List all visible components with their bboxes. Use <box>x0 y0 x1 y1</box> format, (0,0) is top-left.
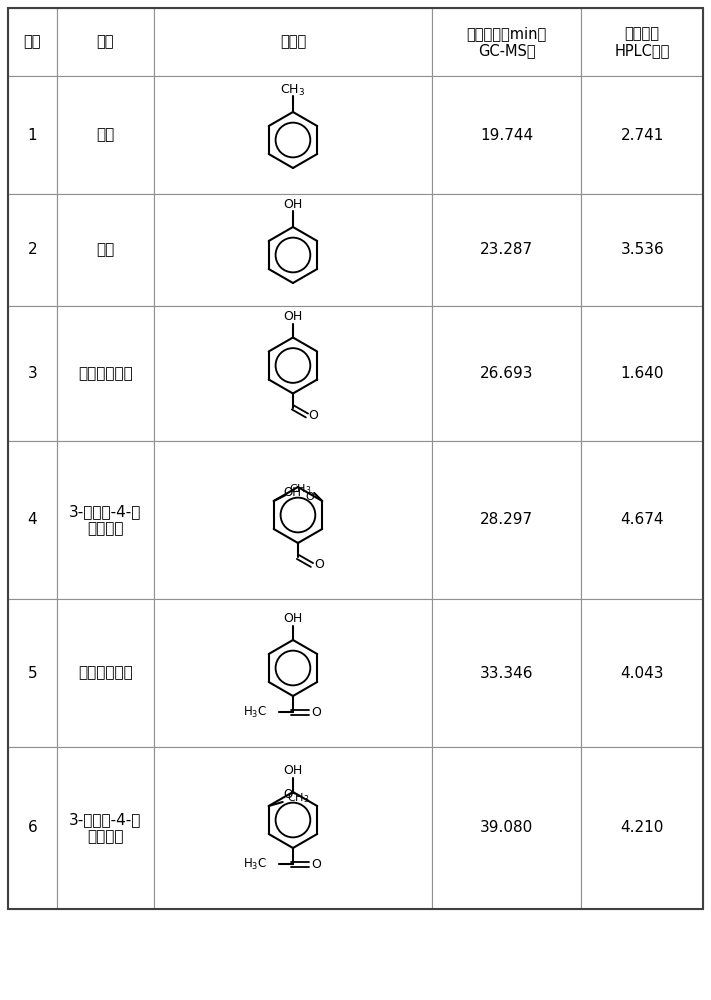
Text: CH$_3$: CH$_3$ <box>289 482 311 496</box>
Text: 4.043: 4.043 <box>621 666 664 680</box>
Bar <box>582 194 703 306</box>
Bar <box>582 747 703 909</box>
Text: 对羟基苯甲醛: 对羟基苯甲醛 <box>78 366 133 381</box>
Text: 1: 1 <box>28 127 37 142</box>
Text: O: O <box>311 706 321 718</box>
Text: 1.640: 1.640 <box>621 366 664 381</box>
Bar <box>57 747 154 909</box>
Bar <box>154 76 432 194</box>
Text: 4.674: 4.674 <box>621 512 664 528</box>
Text: 19.744: 19.744 <box>480 127 533 142</box>
Text: 4.210: 4.210 <box>621 820 664 836</box>
Text: 3-甲氧基-4-羟
基苯乙酮: 3-甲氧基-4-羟 基苯乙酮 <box>69 812 141 844</box>
Bar <box>432 441 582 599</box>
Bar <box>8 8 57 76</box>
Bar <box>57 194 154 306</box>
Text: H$_3$C: H$_3$C <box>243 856 267 872</box>
Bar <box>8 441 57 599</box>
Text: 2.741: 2.741 <box>621 127 664 142</box>
Text: OH: OH <box>283 198 303 212</box>
Bar <box>582 441 703 599</box>
Text: 39.080: 39.080 <box>480 820 533 836</box>
Bar <box>432 747 582 909</box>
Bar <box>154 8 432 76</box>
Text: OH: OH <box>283 764 303 778</box>
Text: 6: 6 <box>28 820 37 836</box>
Text: 结构式: 结构式 <box>280 34 306 49</box>
Text: O: O <box>306 492 314 502</box>
Text: O: O <box>311 857 321 870</box>
Bar <box>582 306 703 441</box>
Text: CH$_3$: CH$_3$ <box>280 82 306 98</box>
Text: 3.536: 3.536 <box>620 242 664 257</box>
Text: CH$_3$: CH$_3$ <box>287 791 310 805</box>
Text: OH: OH <box>283 310 303 323</box>
Bar <box>432 8 582 76</box>
Text: 5: 5 <box>28 666 37 680</box>
Bar <box>154 194 432 306</box>
Bar <box>582 8 703 76</box>
Bar <box>154 599 432 747</box>
Text: O: O <box>308 409 318 422</box>
Bar <box>57 8 154 76</box>
Bar <box>8 194 57 306</box>
Bar <box>57 306 154 441</box>
Bar <box>8 599 57 747</box>
Text: OH: OH <box>284 486 301 498</box>
Bar <box>154 306 432 441</box>
Text: 收率（以
HPLC算）: 收率（以 HPLC算） <box>614 26 670 58</box>
Bar <box>8 747 57 909</box>
Bar <box>57 76 154 194</box>
Text: 苯酚: 苯酚 <box>96 242 114 257</box>
Text: H$_3$C: H$_3$C <box>243 704 267 720</box>
Bar <box>432 306 582 441</box>
Text: 28.297: 28.297 <box>480 512 533 528</box>
Bar <box>432 76 582 194</box>
Bar <box>432 194 582 306</box>
Text: O: O <box>314 558 324 572</box>
Text: 序号: 序号 <box>23 34 41 49</box>
Text: OH: OH <box>283 612 303 626</box>
Text: 甲苯: 甲苯 <box>96 127 114 142</box>
Text: 保留时间（min，
GC-MS）: 保留时间（min， GC-MS） <box>466 26 547 58</box>
Text: 2: 2 <box>28 242 37 257</box>
Bar <box>154 747 432 909</box>
Bar <box>8 76 57 194</box>
Text: 4: 4 <box>28 512 37 528</box>
Bar <box>582 599 703 747</box>
Text: 3-甲氧基-4-羟
基苯甲醛: 3-甲氧基-4-羟 基苯甲醛 <box>69 504 141 536</box>
Bar <box>154 441 432 599</box>
Text: O: O <box>283 788 292 800</box>
Bar <box>582 76 703 194</box>
Text: 3: 3 <box>28 366 37 381</box>
Bar <box>432 599 582 747</box>
Bar <box>57 441 154 599</box>
Text: 23.287: 23.287 <box>480 242 533 257</box>
Text: 对羟基苯乙酮: 对羟基苯乙酮 <box>78 666 133 680</box>
Text: 名称: 名称 <box>97 34 114 49</box>
Text: 26.693: 26.693 <box>480 366 533 381</box>
Bar <box>57 599 154 747</box>
Bar <box>8 306 57 441</box>
Text: 33.346: 33.346 <box>480 666 533 680</box>
